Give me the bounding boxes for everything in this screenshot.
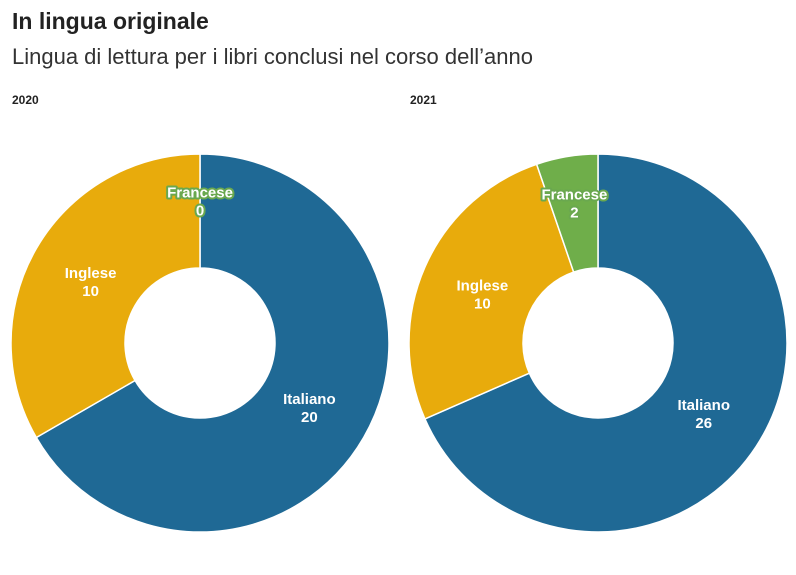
slice-label-italiano: Italiano <box>283 391 336 408</box>
slice-value-italiano: 26 <box>695 415 712 432</box>
slice-inglese-2021 <box>408 163 575 420</box>
slice-value-inglese: 10 <box>474 295 491 312</box>
slice-label-inglese: Inglese <box>65 265 117 282</box>
slice-label-inglese: Inglese <box>456 277 508 294</box>
slice-francese-2021 <box>535 153 599 274</box>
slice-label-francese: Francese <box>167 185 233 202</box>
slice-italiano-2021 <box>423 153 788 533</box>
slice-value-francese: 0 <box>196 203 204 220</box>
slice-label-francese: Francese <box>541 187 607 204</box>
panel-label-2020: 2020 <box>12 93 39 107</box>
slice-inglese-2020 <box>10 153 201 439</box>
slice-value-italiano: 20 <box>301 409 318 426</box>
slice-value-inglese: 10 <box>82 283 99 300</box>
slice-value-francese: 2 <box>570 205 578 222</box>
panel-label-2021: 2021 <box>410 93 437 107</box>
slice-label-italiano: Italiano <box>677 397 730 414</box>
chart-subtitle: Lingua di lettura per i libri conclusi n… <box>12 44 533 69</box>
slice-italiano-2020 <box>35 153 390 533</box>
chart-title: In lingua originale <box>12 8 209 34</box>
